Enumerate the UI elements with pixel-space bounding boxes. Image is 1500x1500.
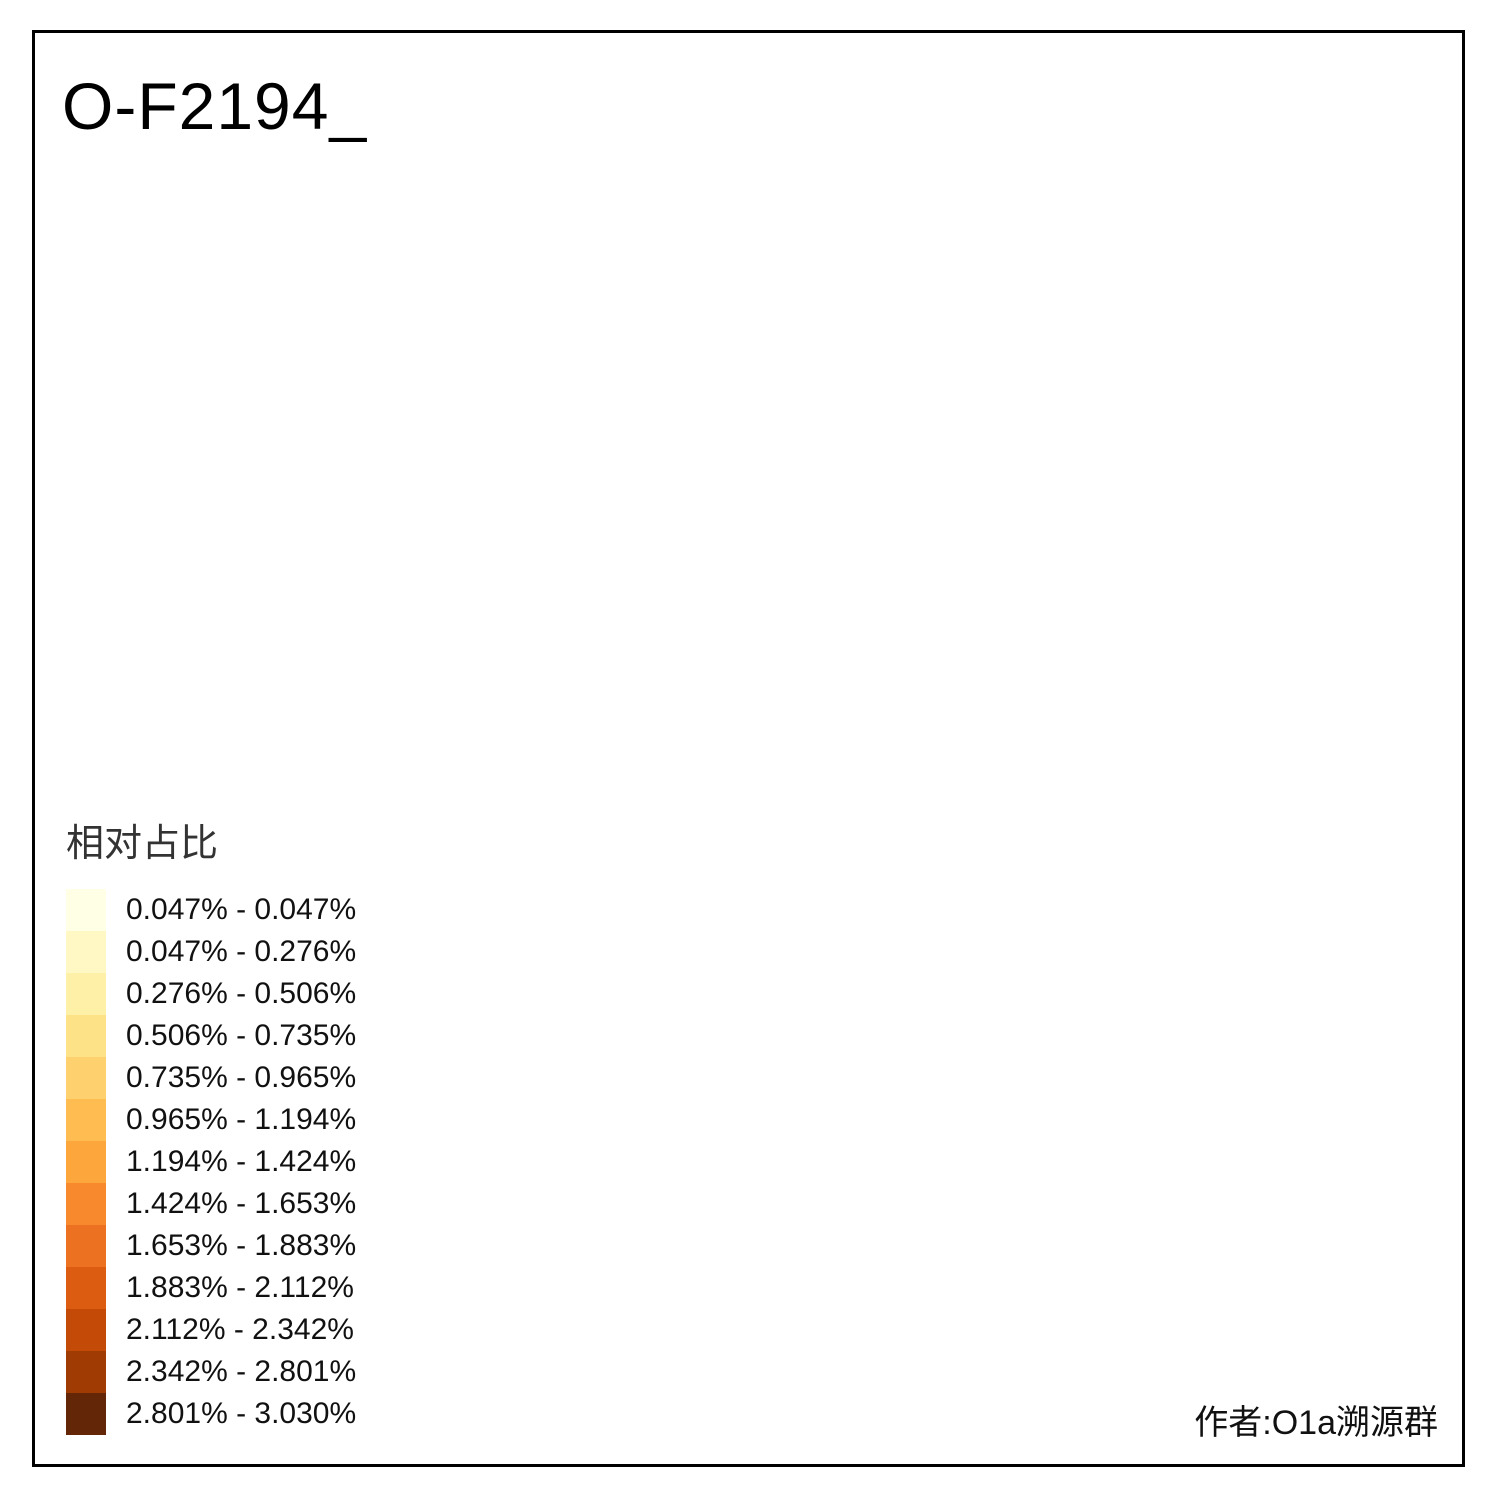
legend-item: 0.276% - 0.506%	[66, 973, 356, 1015]
page-title: O-F2194_	[62, 69, 368, 143]
legend-item: 0.965% - 1.194%	[66, 1099, 356, 1141]
legend-swatch	[66, 1141, 106, 1183]
legend-swatch	[66, 1351, 106, 1393]
legend-label: 0.965% - 1.194%	[126, 1103, 357, 1136]
legend-label: 2.112% - 2.342%	[126, 1313, 354, 1346]
legend-item: 1.194% - 1.424%	[66, 1141, 356, 1183]
legend-swatch	[66, 931, 106, 973]
legend-item: 2.342% - 2.801%	[66, 1351, 356, 1393]
legend-swatch	[66, 1309, 106, 1351]
legend-label: 0.735% - 0.965%	[126, 1061, 357, 1094]
legend-item: 2.112% - 2.342%	[66, 1309, 356, 1351]
legend-swatch	[66, 1057, 106, 1099]
legend-item: 0.047% - 0.047%	[66, 889, 356, 931]
legend-label: 2.801% - 3.030%	[126, 1397, 357, 1430]
legend-label: 0.276% - 0.506%	[126, 977, 357, 1010]
legend-swatch	[66, 973, 106, 1015]
legend-item: 1.883% - 2.112%	[66, 1267, 356, 1309]
legend-swatch	[66, 1393, 106, 1435]
legend-swatch	[66, 889, 106, 931]
legend-swatch	[66, 1183, 106, 1225]
legend-swatch	[66, 1267, 106, 1309]
legend-label: 0.047% - 0.276%	[126, 935, 357, 968]
legend-label: 1.424% - 1.653%	[126, 1187, 357, 1220]
legend-title: 相对占比	[66, 823, 219, 865]
legend-swatch	[66, 1099, 106, 1141]
legend-item: 1.653% - 1.883%	[66, 1225, 356, 1267]
legend-items: 0.047% - 0.047% 0.047% - 0.276% 0.276% - 0…	[66, 889, 356, 1435]
legend-label: 0.047% - 0.047%	[126, 893, 357, 926]
legend-item: 1.424% - 1.653%	[66, 1183, 356, 1225]
legend-swatch	[66, 1015, 106, 1057]
legend-label: 0.506% - 0.735%	[126, 1019, 357, 1052]
legend-label: 1.653% - 1.883%	[126, 1229, 357, 1262]
plot-frame	[32, 30, 1465, 1467]
legend-item: 0.047% - 0.276%	[66, 931, 356, 973]
legend-label: 2.342% - 2.801%	[126, 1355, 357, 1388]
legend-item: 0.735% - 0.965%	[66, 1057, 356, 1099]
legend-label: 1.194% - 1.424%	[126, 1145, 357, 1178]
legend: 相对占比 0.047% - 0.047% 0.047% - 0.276% 0.276…	[66, 812, 356, 1435]
legend-swatch	[66, 1225, 106, 1267]
legend-item: 0.506% - 0.735%	[66, 1015, 356, 1057]
legend-item: 2.801% - 3.030%	[66, 1393, 356, 1435]
legend-label: 1.883% - 2.112%	[126, 1271, 354, 1304]
author-credit: 作者:O1a溯源群	[1194, 1404, 1438, 1442]
